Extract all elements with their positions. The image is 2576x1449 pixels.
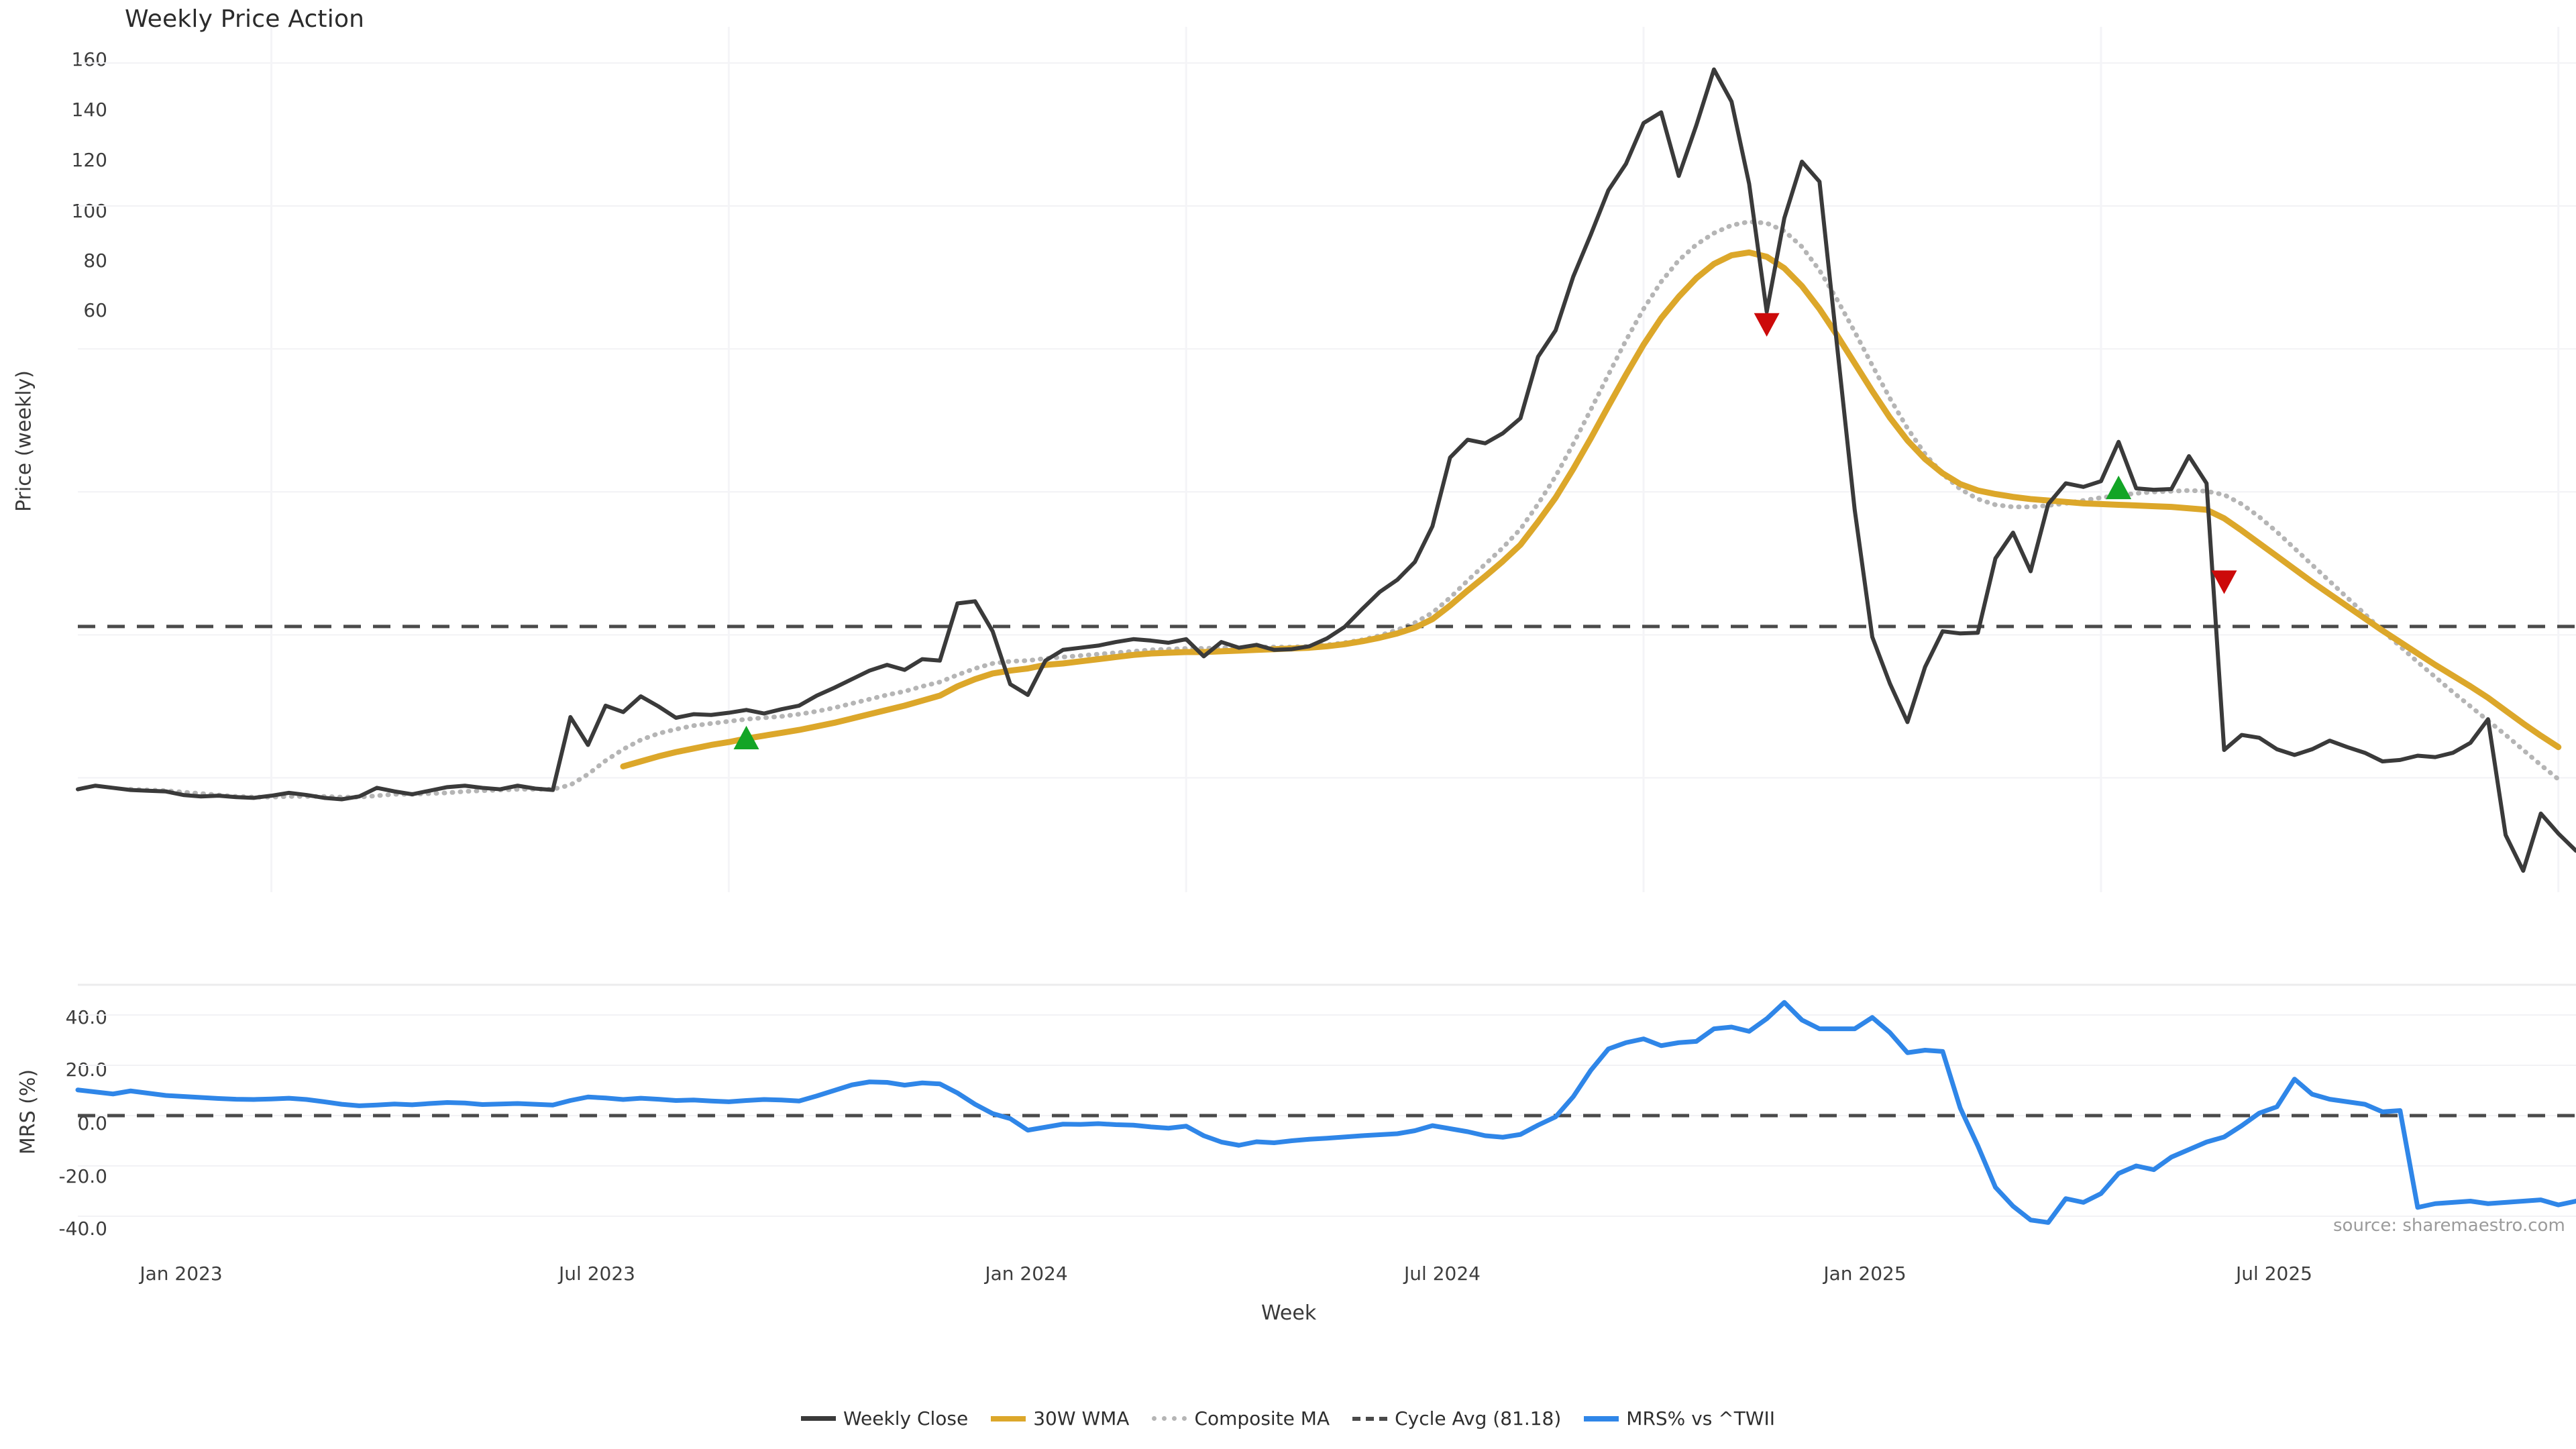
legend-item-composite-ma[interactable]: Composite MA bbox=[1152, 1407, 1330, 1430]
ytick-price-60: 60 bbox=[83, 299, 107, 321]
wma-line bbox=[620, 249, 2562, 769]
ytick-mrs-40: 40.0 bbox=[65, 1006, 107, 1028]
x-axis-label: Week bbox=[1261, 1301, 1317, 1325]
xtick-jan-2025: Jan 2025 bbox=[1823, 1263, 1907, 1285]
legend-label-composite-ma: Composite MA bbox=[1194, 1407, 1330, 1430]
ytick-price-120: 120 bbox=[71, 149, 107, 171]
legend-swatch-mrs bbox=[1584, 1415, 1619, 1421]
buy-marker[interactable] bbox=[2106, 475, 2132, 500]
page-title: Weekly Price Action bbox=[125, 5, 365, 33]
sell-marker[interactable] bbox=[2211, 570, 2237, 594]
legend-label-mrs: MRS% vs ^TWII bbox=[1626, 1407, 1776, 1430]
legend-label-weekly-close: Weekly Close bbox=[843, 1407, 969, 1430]
legend-label-cycle-avg: Cycle Avg (81.18) bbox=[1395, 1407, 1562, 1430]
xtick-jul-2024: Jul 2024 bbox=[1404, 1263, 1481, 1285]
ytick-price-140: 140 bbox=[71, 99, 107, 121]
ytick-mrs-20: 20.0 bbox=[65, 1059, 107, 1081]
ytick-mrs-minus40: -40.0 bbox=[58, 1218, 107, 1240]
legend-swatch-cycle-avg bbox=[1352, 1416, 1388, 1421]
chart-legend: Weekly Close 30W WMA Composite MA Cycle … bbox=[0, 1407, 2576, 1430]
xtick-jan-2024: Jan 2024 bbox=[985, 1263, 1068, 1285]
ytick-price-160: 160 bbox=[71, 48, 107, 70]
legend-swatch-30w-wma bbox=[991, 1415, 1026, 1421]
mrs-line bbox=[75, 1000, 2576, 1225]
ytick-mrs-minus20: -20.0 bbox=[58, 1165, 107, 1187]
xtick-jul-2025: Jul 2025 bbox=[2236, 1263, 2312, 1285]
legend-label-30w-wma: 30W WMA bbox=[1033, 1407, 1130, 1430]
xtick-jan-2023: Jan 2023 bbox=[140, 1263, 223, 1285]
legend-item-cycle-avg[interactable]: Cycle Avg (81.18) bbox=[1352, 1407, 1561, 1430]
weekly-close-line bbox=[76, 67, 2576, 873]
legend-swatch-composite-ma bbox=[1152, 1416, 1187, 1421]
xtick-jul-2023: Jul 2023 bbox=[559, 1263, 635, 1285]
buy-marker[interactable] bbox=[733, 725, 759, 750]
ytick-price-100: 100 bbox=[71, 200, 107, 222]
sell-marker[interactable] bbox=[1754, 313, 1780, 337]
legend-swatch-weekly-close bbox=[800, 1416, 836, 1421]
legend-item-mrs[interactable]: MRS% vs ^TWII bbox=[1584, 1407, 1775, 1430]
legend-item-weekly-close[interactable]: Weekly Close bbox=[800, 1407, 969, 1430]
source-watermark: source: sharemaestro.com bbox=[2333, 1216, 2565, 1236]
ytick-price-80: 80 bbox=[83, 250, 107, 272]
legend-item-30w-wma[interactable]: 30W WMA bbox=[991, 1407, 1129, 1430]
